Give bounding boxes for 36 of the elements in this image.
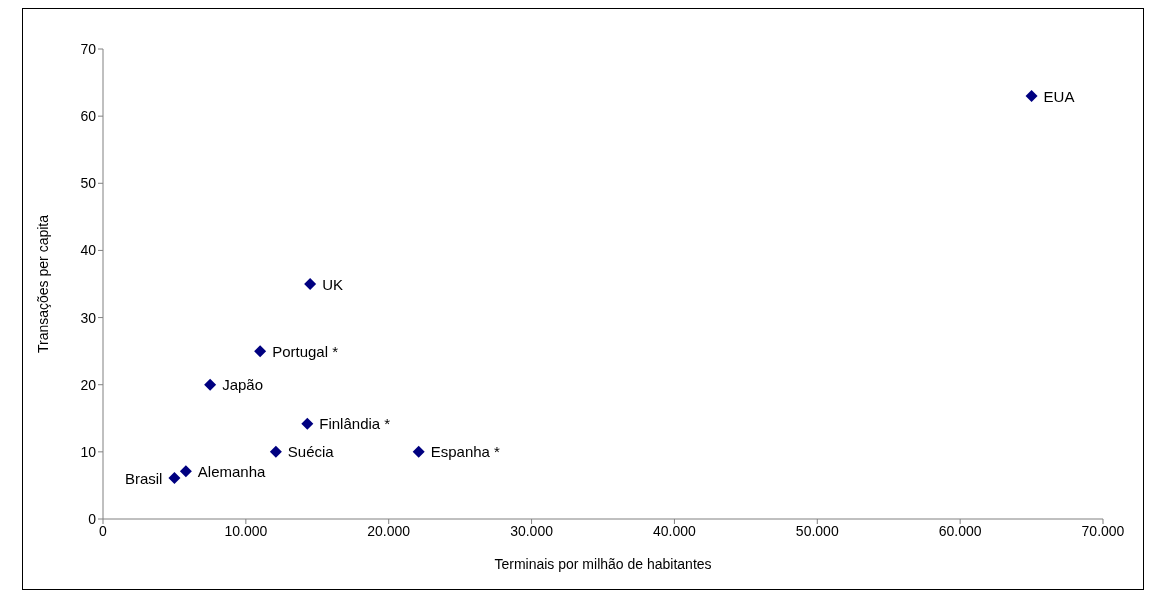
annotation: Alemanha [197,462,267,480]
annotation: Suécia [287,443,335,461]
x-axis-title: Terminais por milhão de habitantes [494,556,712,572]
point [1025,90,1038,102]
annotation: EUA [1043,87,1075,105]
y-tick-label: 60 [80,108,97,125]
x-tick-label: 50.000 [795,522,839,539]
y-tick-label: 0 [88,510,97,527]
x-tick-label: 20.000 [367,522,411,539]
x-tick-label: 30.000 [510,522,554,539]
annotation: Portugal * [272,342,339,360]
annotation: UK [322,275,343,293]
y-tick-label: 30 [80,309,97,326]
y-axis-title: Transações per capita [34,214,51,353]
y-tick-label: 40 [80,242,97,259]
x-tick-label: 0 [99,522,108,539]
point [168,472,181,485]
x-tick-label: 40.000 [653,522,697,539]
x-tick-label: 60.000 [938,522,982,539]
x-tick-label: 10.000 [224,522,268,539]
y-tick-label: 70 [80,40,97,57]
y-tick-label: 10 [80,443,97,460]
point [204,378,217,391]
point [179,465,192,478]
annotation: Brasil [124,469,163,487]
y-tick-label: 20 [80,376,97,393]
point [304,278,317,290]
annotation: Espanha * [430,443,501,461]
point [254,345,267,358]
x-tick-label: 70.000 [1081,522,1125,539]
point [301,417,314,430]
point [269,445,282,458]
annotation: Japão [222,376,264,394]
point [412,445,425,458]
annotation: Finlândia * [319,415,391,433]
y-tick-label: 50 [80,175,97,192]
